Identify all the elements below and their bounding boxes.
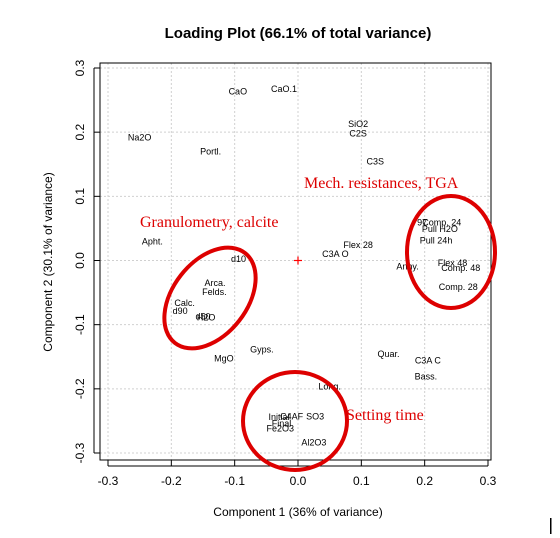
- x-tick-label: 0.1: [353, 474, 370, 488]
- point-label: Portl.: [200, 146, 221, 156]
- point-label: Comp. 24: [422, 218, 461, 228]
- edge-mark: [550, 518, 552, 534]
- x-tick-label: 0.0: [290, 474, 307, 488]
- point-label: d50: [195, 311, 210, 321]
- x-tick-label: -0.2: [161, 474, 182, 488]
- y-tick-label: 0.1: [73, 188, 87, 205]
- point-label: 97: [417, 218, 427, 228]
- point-label: Comp. 48: [441, 263, 480, 273]
- x-axis-title: Component 1 (36% of variance): [213, 505, 382, 519]
- x-tick-label: -0.3: [98, 474, 119, 488]
- point-label: Final: [272, 418, 292, 428]
- point-label: CaO.1: [271, 84, 297, 94]
- group-label-granulometry: Granulometry, calcite: [140, 214, 278, 231]
- point-label: Al2O3: [301, 438, 326, 448]
- y-tick-label: -0.3: [73, 442, 87, 463]
- point-label: Flex 28: [343, 240, 373, 250]
- y-tick-label: 0.3: [73, 59, 87, 76]
- group-granulometry: Granulometry, calcite: [140, 214, 278, 351]
- group-ellipse-setting: [241, 370, 349, 472]
- point-label: Initial: [268, 412, 289, 422]
- group-label-mech: Mech. resistances, TGA: [304, 175, 459, 192]
- point-label: SO3: [306, 411, 324, 421]
- group-ellipse-mech: [405, 194, 497, 310]
- point-label: C3A O: [322, 249, 349, 259]
- x-tick-label: 0.3: [480, 474, 497, 488]
- point-label: C3A C: [415, 356, 442, 366]
- point-label: H2O: [197, 313, 216, 323]
- group-setting-time: Setting time: [241, 370, 424, 472]
- point-label: Flex 48: [438, 258, 468, 268]
- point-label: Comp. 28: [439, 282, 478, 292]
- point-label: SiO2: [348, 119, 368, 129]
- y-axis-title: Component 2 (30.1% of variance): [41, 172, 55, 351]
- x-tick-label: 0.2: [416, 474, 433, 488]
- point-label: C3S: [367, 157, 385, 167]
- point-label: Arca.: [205, 278, 226, 288]
- point-label: Bass.: [415, 372, 438, 382]
- point-label: MgO: [214, 354, 234, 364]
- y-tick-label: -0.1: [73, 314, 87, 335]
- y-tick-label: 0.2: [73, 124, 87, 141]
- gridlines: [100, 63, 491, 460]
- y-tick-label: 0.0: [73, 252, 87, 269]
- chart-title: Loading Plot (66.1% of total variance): [165, 25, 432, 42]
- point-label: Na2O: [128, 132, 152, 142]
- y-tick-label: -0.2: [73, 378, 87, 399]
- group-label-setting: Setting time: [346, 407, 424, 424]
- group-mech-resistances: Mech. resistances, TGA: [304, 175, 497, 310]
- point-label: d90: [173, 306, 188, 316]
- point-label: d10: [231, 254, 246, 264]
- group-ellipse-granulometry: [162, 245, 258, 351]
- x-axis: -0.3 -0.2 -0.1 0.0 0.1 0.2 0.3: [98, 460, 497, 488]
- x-tick-label: -0.1: [224, 474, 245, 488]
- point-label: Fe2O3: [267, 424, 295, 434]
- point-label: Pull 24h: [420, 236, 453, 246]
- point-label: Apht.: [142, 236, 163, 246]
- point-label: Calc.: [174, 298, 195, 308]
- point-label: Quar.: [378, 349, 400, 359]
- point-label: Felds.: [202, 287, 227, 297]
- point-label: CaO: [229, 87, 248, 97]
- point-label: Pull H2O: [422, 224, 458, 234]
- origin-marker: [294, 256, 302, 265]
- point-label: C4AF: [280, 411, 304, 421]
- point-label: C2S: [349, 128, 367, 138]
- y-axis: -0.3 -0.2 -0.1 0.0 0.1 0.2 0.3: [73, 59, 100, 463]
- point-label: Gyps.: [250, 345, 274, 355]
- plot-frame: [99, 62, 492, 461]
